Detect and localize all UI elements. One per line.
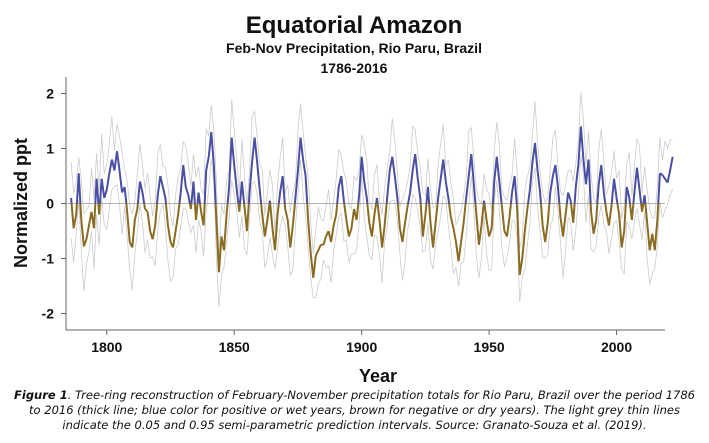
figure-label: Figure 1 (14, 388, 68, 402)
y-tick-label: 2 (46, 86, 54, 102)
y-tick-label: 1 (46, 141, 54, 157)
y-axis-label: Normalized ppt (11, 138, 31, 268)
lower-prediction-interval (70, 154, 674, 307)
y-tick-label: -2 (42, 306, 55, 322)
x-tick-label: 1800 (91, 339, 122, 355)
wet-years-line (70, 126, 674, 204)
chart-period: 1786-2016 (321, 60, 388, 76)
x-tick-label: 1850 (219, 339, 250, 355)
precipitation-chart: Equatorial Amazon Feb-Nov Precipitation,… (11, 12, 674, 385)
upper-prediction-interval (70, 92, 673, 256)
figure-caption: Figure 1. Tree-ring reconstruction of Fe… (8, 388, 701, 433)
y-tick-label: 0 (46, 196, 54, 212)
chart-subtitle: Feb-Nov Precipitation, Rio Paru, Brazil (226, 40, 482, 56)
x-tick-label: 1950 (474, 339, 505, 355)
caption-text: . Tree-ring reconstruction of February-N… (29, 388, 695, 432)
chart-title: Equatorial Amazon (246, 12, 462, 39)
x-axis-label: Year (359, 366, 397, 385)
x-tick-label: 1900 (346, 339, 377, 355)
x-tick-label: 2000 (601, 339, 632, 355)
plot-area: 2 1 0 -1 -2 1800 1850 1900 1950 2000 (42, 77, 674, 355)
dry-years-line (70, 203, 660, 278)
y-tick-label: -1 (42, 251, 55, 267)
